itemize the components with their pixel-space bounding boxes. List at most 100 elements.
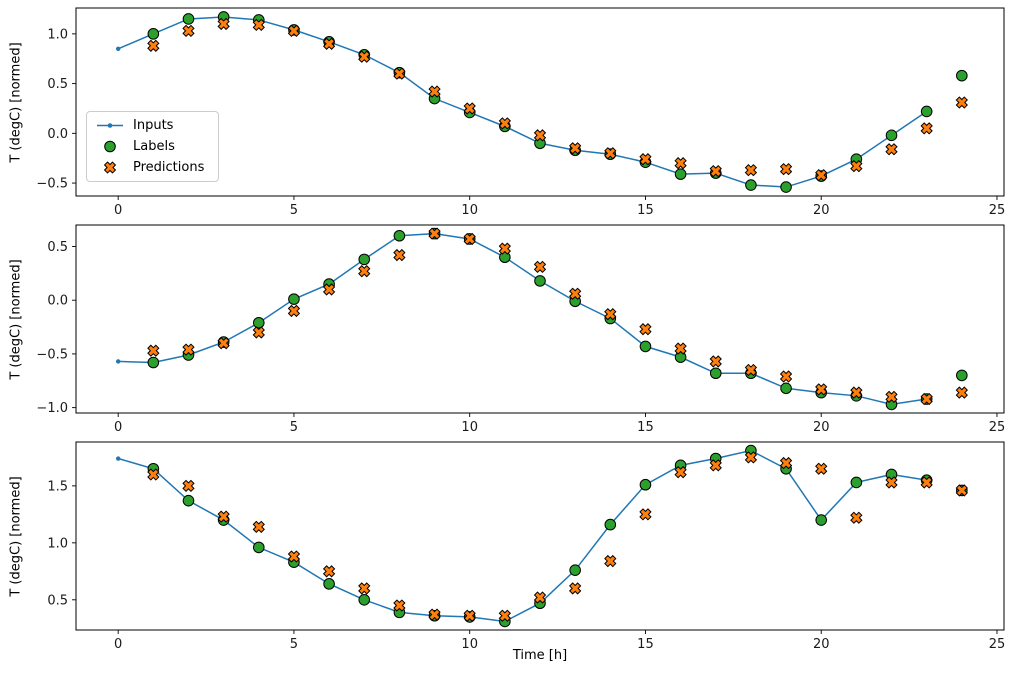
inputs-line [117,449,927,623]
predictions-marker [709,459,722,472]
predictions-marker [568,582,582,595]
y-tick-label: 0.5 [47,240,68,255]
predictions-marker [182,479,195,493]
predictions-marker [955,386,968,399]
predictions-marker [709,164,722,178]
axes-frame [75,441,1005,631]
x-tick-label: 5 [290,203,298,218]
labels-marker [358,253,371,266]
predictions-marker [287,304,301,318]
predictions-marker [779,162,793,176]
predictions-marker [850,511,863,524]
predictions-marker [744,163,758,177]
y-tick-label: −0.5 [36,177,68,192]
inputs-point [115,456,121,461]
predictions-marker [428,608,441,621]
x-tick-label: 0 [114,420,122,435]
y-tick-label: −1.0 [36,401,68,416]
labels-marker [288,293,300,305]
predictions-marker [604,147,617,160]
x-tick-label: 0 [114,203,122,218]
predictions-marker [674,342,687,355]
labels-marker [147,28,160,40]
legend: Inputs Labels Predictions [86,111,220,182]
predictions-marker [885,390,898,404]
labels-marker [182,494,195,507]
predictions-marker [568,142,582,155]
labels-marker [639,478,652,491]
predictions-marker [322,565,336,578]
subplot-2: 0 5 10 15 20 25 0.5 0.0 −0.5 −1.0 [36,224,1005,435]
labels-marker [815,514,828,526]
labels-marker [850,476,863,489]
y-axis-label-subplot-1: T (degC) [normed] [8,42,24,163]
predictions-marker [358,50,371,63]
predictions-marker [498,117,512,130]
inputs-line [117,16,928,188]
subplot-3: 0 5 10 15 20 25 1.5 1.0 0.5 [47,441,1006,652]
x-tick-label: 0 [114,637,122,652]
predictions-marker [358,265,371,278]
predictions-marker [568,287,582,300]
x-tick-label: 20 [813,637,830,652]
labels-marker [674,168,687,180]
predictions-marker [463,232,476,246]
labels-marker [780,382,792,395]
predictions-marker [639,323,652,336]
x-tick-label: 25 [989,637,1006,652]
predictions-marker [885,476,898,489]
labels-marker [920,105,933,118]
predictions-marker [463,609,476,622]
predictions-marker [393,248,406,262]
predictions-marker [498,242,512,255]
predictions-marker [955,484,968,497]
labels-marker [393,229,406,242]
y-tick-label: 1.0 [47,27,68,42]
predictions-marker [815,168,828,182]
predictions-marker [639,508,652,521]
y-tick-label: 1.0 [47,536,68,551]
predictions-marker [815,383,828,396]
labels-marker [323,578,335,590]
x-tick-label: 10 [461,203,478,218]
predictions-marker [885,143,898,156]
inputs-point [115,359,121,364]
labels-marker [639,340,652,353]
labels-marker [252,541,265,554]
predictions-marker [428,85,441,98]
labels-marker [182,13,195,25]
legend-label-inputs: Inputs [133,118,174,133]
labels-marker [604,518,617,531]
predictions-marker [920,122,933,135]
predictions-marker [252,18,265,32]
predictions-marker [920,476,933,489]
legend-label-predictions: Predictions [133,160,205,175]
predictions-marker [744,451,758,464]
legend-item-inputs: Inputs [95,118,204,133]
predictions-marker [850,160,863,173]
predictions-marker [147,39,160,52]
labels-marker [885,129,898,142]
inputs-line-icon [97,123,123,128]
labels-marker [252,316,265,329]
predictions-x-icon [103,161,117,174]
predictions-marker [779,370,793,383]
predictions-marker [533,591,547,604]
predictions-marker [358,582,371,595]
y-tick-label: 0.5 [47,593,68,608]
legend-item-labels: Labels [95,139,204,154]
y-tick-label: 0.0 [47,294,68,309]
predictions-marker [322,37,336,50]
predictions-marker [428,227,441,240]
predictions-marker [533,129,547,142]
labels-marker [745,179,757,191]
x-tick-label: 15 [637,637,654,652]
predictions-marker [744,363,758,377]
predictions-marker [217,337,230,350]
x-tick-label: 10 [461,637,478,652]
predictions-marker [639,153,652,166]
labels-marker [569,564,581,576]
predictions-marker [815,462,828,475]
